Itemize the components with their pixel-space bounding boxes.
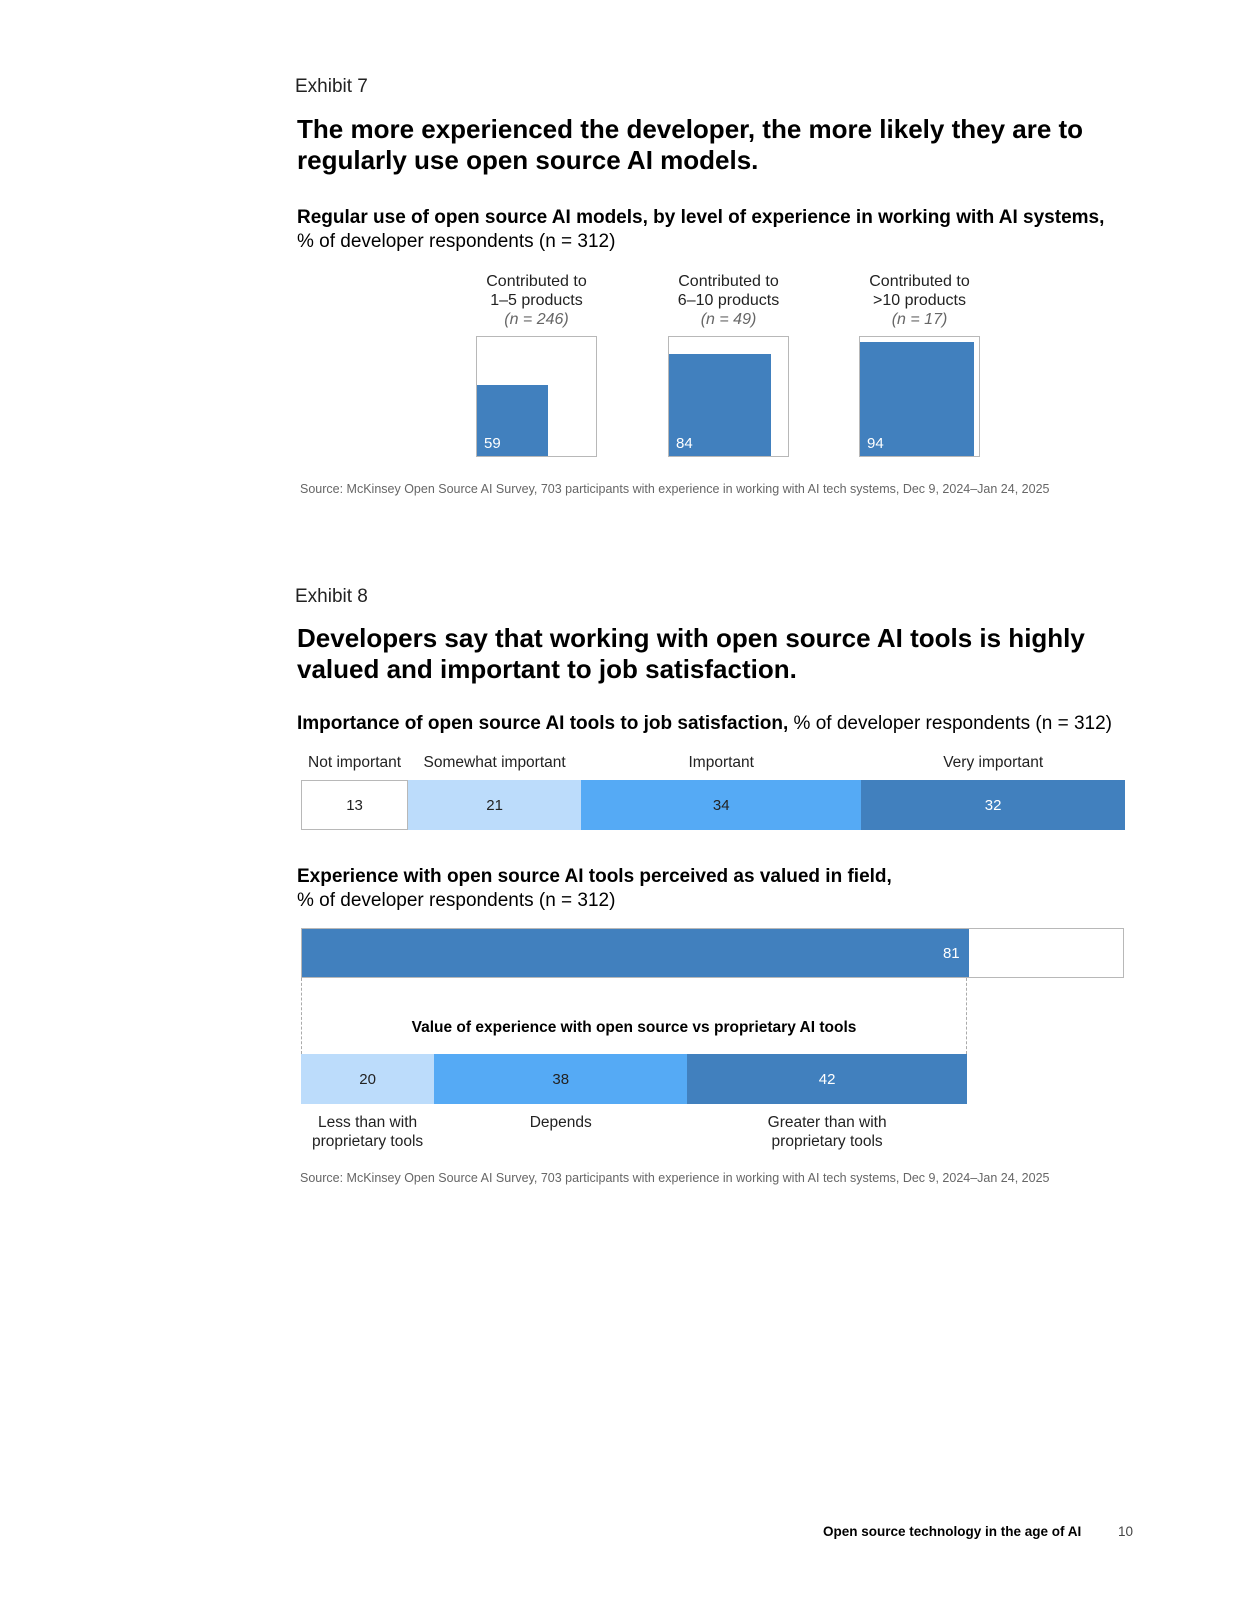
bar-frame: 59: [476, 336, 597, 457]
stacked-segment: 32: [861, 780, 1125, 830]
category-label-line: Contributed to: [869, 273, 970, 290]
category-label-line: Contributed to: [678, 273, 779, 290]
exhibit8-headline: Developers say that working with open so…: [297, 623, 1085, 684]
category-label-line: 6–10 products: [677, 292, 780, 309]
segment-category-label-line: Less than with: [318, 1114, 418, 1131]
footer-title: Open source technology in the age of AI: [823, 1524, 1082, 1539]
stacked-segment: 34: [581, 780, 862, 830]
segment-category-label: Very important: [943, 754, 1044, 771]
stacked-segment: 13: [301, 780, 409, 830]
bar-frame: 84: [668, 336, 789, 457]
bar: [860, 342, 974, 456]
category-label: Contributed to 1–5 products (n = 246): [442, 272, 632, 329]
bar-value-label: 94: [867, 435, 884, 452]
stacked-segment: 42: [687, 1054, 967, 1104]
category-sample-size: (n = 49): [700, 311, 757, 328]
bar-value-label: 81: [942, 945, 960, 962]
exhibit8-chart1-title: Importance of open source AI tools to jo…: [297, 713, 1112, 735]
inner-panel-title: Value of experience with open source vs …: [411, 1019, 857, 1036]
footer-page-number: 10: [1118, 1524, 1134, 1539]
segment-category-label: Somewhat important: [423, 754, 566, 771]
category-label: Contributed to 6–10 products (n = 49): [634, 272, 824, 329]
chart1-title-bold: Importance of open source AI tools to jo…: [297, 713, 789, 734]
segment-category-label-line: Greater than with: [767, 1114, 887, 1131]
exhibit8-chart2-title-bold: Experience with open source AI tools per…: [297, 866, 892, 887]
exhibit7-subtitle-rest: % of developer respondents (n = 312): [297, 231, 616, 252]
stacked-segment: 21: [408, 780, 582, 830]
segment-category-label-line: proprietary tools: [312, 1133, 424, 1150]
bar-frame: 81: [301, 928, 1124, 978]
category-label: Contributed to >10 products (n = 17): [825, 272, 1015, 329]
exhibit8-source: Source: McKinsey Open Source AI Survey, …: [300, 1171, 1050, 1185]
exhibit8-chart2-title-rest: % of developer respondents (n = 312): [297, 890, 616, 911]
segment-category-label: Not important: [308, 754, 402, 771]
segment-category-label: Important: [688, 754, 754, 771]
bar: 81: [302, 929, 969, 977]
exhibit8-label: Exhibit 8: [295, 586, 368, 607]
bar-frame: 94: [859, 336, 980, 457]
category-label-line: Contributed to: [486, 273, 587, 290]
bar-value-label: 84: [676, 435, 693, 452]
segment-category-label: Less than with proprietary tools: [312, 1113, 423, 1151]
category-label-line: 1–5 products: [490, 292, 583, 309]
exhibit7-subtitle-bold: Regular use of open source AI models, by…: [297, 207, 1105, 228]
category-sample-size: (n = 246): [504, 311, 569, 328]
category-label-line: >10 products: [873, 292, 966, 309]
stacked-segment: 20: [301, 1054, 435, 1104]
bar: [477, 384, 549, 456]
segment-category-label: Greater than with proprietary tools: [768, 1113, 887, 1151]
exhibit7-label: Exhibit 7: [295, 76, 368, 97]
bar: [669, 354, 771, 456]
exhibit7-source: Source: McKinsey Open Source AI Survey, …: [300, 482, 1050, 496]
category-sample-size: (n = 17): [891, 311, 948, 328]
bar-value-label: 59: [484, 435, 501, 452]
chart1-title-rest: % of developer respondents (n = 312): [793, 713, 1112, 734]
segment-category-label-line: Depends: [529, 1114, 592, 1131]
segment-category-label-line: proprietary tools: [771, 1133, 883, 1150]
exhibit7-headline: The more experienced the developer, the …: [297, 114, 1084, 175]
inner-panel-frame: [301, 978, 967, 1054]
segment-category-label: Depends: [530, 1113, 592, 1132]
stacked-segment: 38: [434, 1054, 688, 1104]
